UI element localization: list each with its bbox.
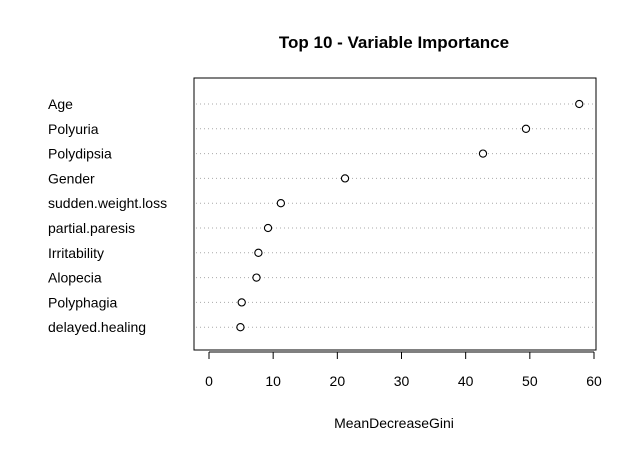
data-point	[263, 223, 273, 233]
grid-layer	[196, 103, 594, 328]
x-tick-label: 50	[522, 373, 538, 389]
x-tick-label: 10	[265, 373, 281, 389]
data-point	[478, 149, 488, 158]
category-label: Gender	[48, 170, 95, 186]
data-point	[254, 248, 263, 257]
x-tick-label: 20	[330, 373, 346, 389]
data-points	[236, 99, 584, 332]
category-labels: Age Polyuria Polydipsia Gender sudden.weight…	[48, 96, 167, 335]
x-tick-label: 30	[394, 373, 410, 389]
category-label: Irritability	[48, 245, 104, 261]
chart-title: Top 10 - Variable Importance	[279, 33, 509, 52]
data-point	[276, 199, 286, 208]
data-point	[236, 323, 245, 332]
category-label: delayed.healing	[48, 319, 146, 335]
x-tick-label: 60	[586, 373, 602, 389]
x-tick-label: 40	[458, 373, 474, 389]
category-label: sudden.weight.loss	[48, 195, 167, 211]
plot-frame	[193, 77, 597, 351]
data-point	[521, 124, 531, 133]
category-label: Polydipsia	[48, 146, 112, 162]
data-point	[237, 298, 246, 307]
x-axis: 0 10 20 30 40 50 60	[205, 351, 602, 389]
category-label: Polyuria	[48, 121, 99, 137]
category-label: Polyphagia	[48, 294, 117, 310]
category-label: Age	[48, 96, 73, 112]
data-point	[575, 99, 584, 109]
x-axis-title: MeanDecreaseGini	[334, 415, 454, 431]
data-point	[252, 273, 261, 282]
category-label: partial.paresis	[48, 220, 135, 236]
category-label: Alopecia	[48, 270, 102, 286]
x-tick-label: 0	[205, 373, 213, 389]
data-point	[340, 174, 350, 183]
